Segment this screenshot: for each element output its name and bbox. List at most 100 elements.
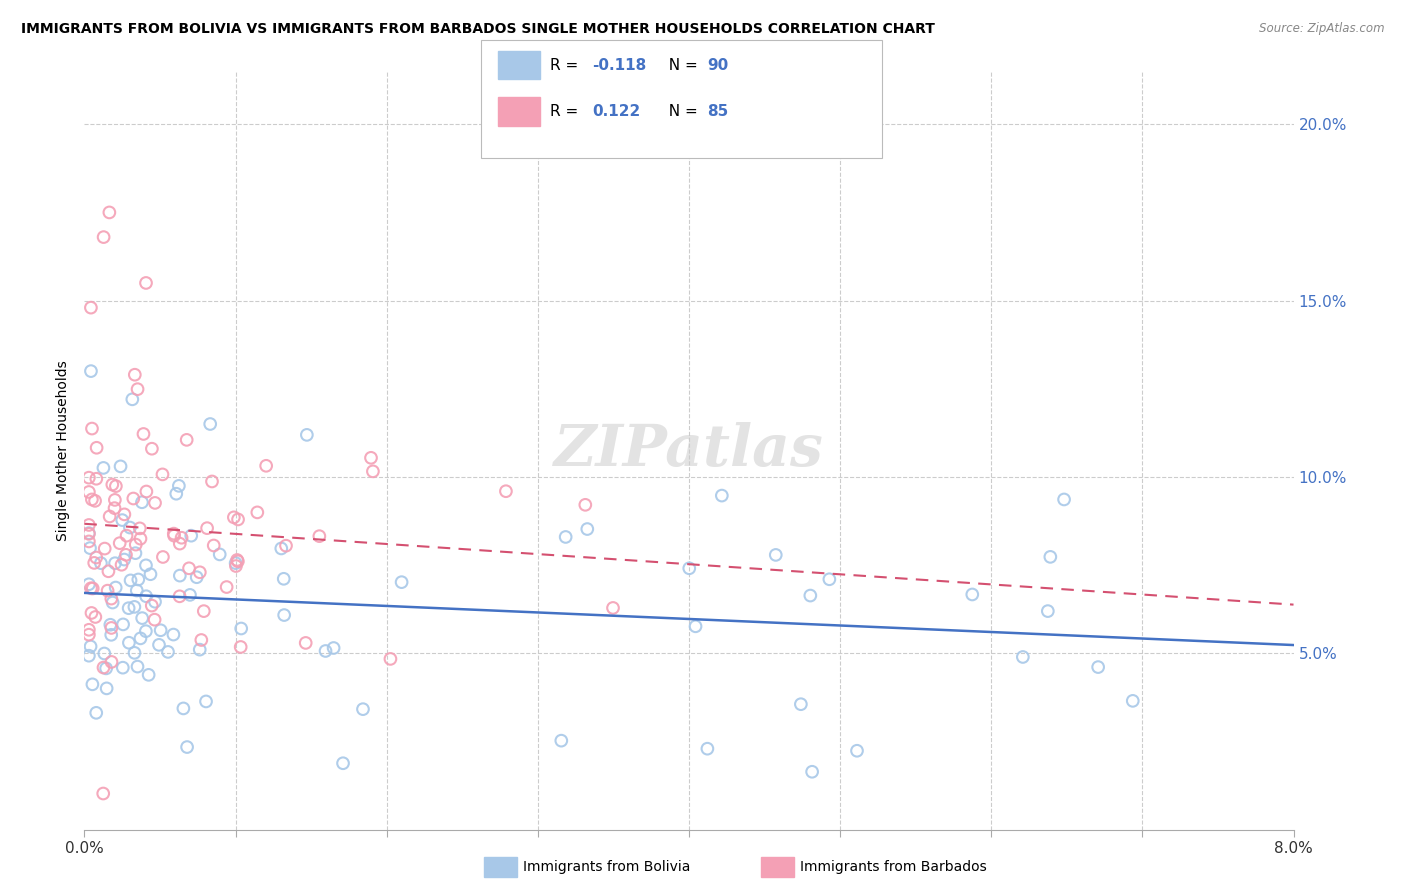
Point [190, 632, 212, 647]
Point [138, 668, 160, 682]
Point [104, 479, 127, 493]
Point [696, 741, 718, 756]
Point [274, 539, 297, 553]
Point [110, 558, 132, 572]
Point [200, 417, 222, 431]
Point [82, 582, 104, 596]
Point [111, 513, 134, 527]
Point [83, 556, 105, 570]
Point [231, 622, 253, 636]
Point [86, 472, 108, 486]
Point [80, 421, 103, 435]
Point [117, 601, 139, 615]
Point [360, 450, 382, 465]
Point [846, 744, 869, 758]
Point [100, 655, 122, 669]
Point [710, 489, 733, 503]
Text: 90: 90 [707, 58, 728, 72]
Point [162, 627, 184, 641]
Point [77, 577, 100, 591]
Point [84, 550, 107, 565]
Point [149, 624, 172, 638]
Point [322, 640, 344, 655]
Point [98, 617, 121, 632]
Point [84, 493, 107, 508]
Point [308, 529, 330, 543]
Point [195, 521, 218, 535]
Point [170, 531, 193, 545]
Point [172, 701, 194, 715]
Text: N =: N = [659, 58, 703, 72]
Y-axis label: Single Mother Households: Single Mother Households [56, 360, 70, 541]
Point [96, 681, 118, 696]
Point [229, 640, 252, 654]
Point [799, 589, 821, 603]
Point [132, 427, 155, 442]
Point [273, 572, 295, 586]
Text: -0.118: -0.118 [592, 58, 647, 72]
Point [111, 661, 134, 675]
Point [163, 526, 186, 541]
Point [112, 508, 135, 522]
Point [176, 433, 198, 447]
Point [143, 595, 166, 609]
Point [97, 583, 120, 598]
Point [98, 509, 121, 524]
Point [135, 484, 157, 499]
Point [195, 694, 218, 708]
Point [93, 230, 115, 244]
Point [226, 553, 249, 567]
Text: R =: R = [550, 104, 583, 119]
Point [790, 697, 813, 711]
Point [121, 392, 143, 407]
Point [80, 364, 103, 378]
Point [801, 764, 824, 779]
Text: 85: 85 [707, 104, 728, 119]
Point [1036, 604, 1059, 618]
Point [93, 461, 115, 475]
Point [1053, 492, 1076, 507]
Point [80, 492, 103, 507]
Point [332, 756, 354, 771]
Point [125, 583, 148, 598]
Point [79, 541, 101, 555]
Point [86, 441, 108, 455]
Point [495, 484, 517, 499]
Point [177, 561, 200, 575]
Point [104, 492, 127, 507]
Point [129, 532, 152, 546]
Point [574, 498, 596, 512]
Text: Source: ZipAtlas.com: Source: ZipAtlas.com [1260, 22, 1385, 36]
Point [80, 301, 103, 315]
Point [225, 559, 247, 574]
Point [188, 566, 211, 580]
Point [1087, 660, 1109, 674]
Point [124, 599, 146, 614]
Point [576, 522, 599, 536]
Point [176, 740, 198, 755]
Point [77, 470, 100, 484]
Point [152, 467, 174, 482]
Point [962, 587, 984, 601]
Point [82, 677, 104, 691]
Text: Immigrants from Barbados: Immigrants from Barbados [800, 860, 987, 874]
Point [201, 475, 224, 489]
Point [93, 647, 115, 661]
Point [115, 548, 138, 562]
Point [180, 529, 202, 543]
Point [80, 581, 103, 595]
Point [202, 539, 225, 553]
Point [118, 520, 141, 534]
Point [169, 568, 191, 582]
Point [93, 660, 115, 674]
Point [352, 702, 374, 716]
Point [104, 581, 127, 595]
Point [100, 591, 122, 606]
Point [315, 644, 337, 658]
Point [295, 428, 318, 442]
Point [226, 512, 249, 526]
Point [101, 477, 124, 491]
Point [131, 495, 153, 509]
Point [1122, 694, 1144, 708]
Point [179, 588, 201, 602]
